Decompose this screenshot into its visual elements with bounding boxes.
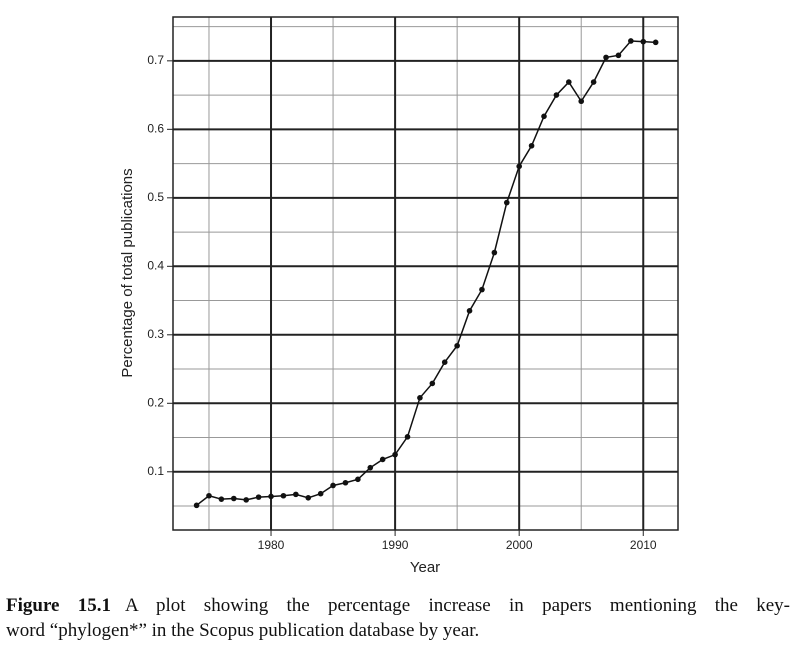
data-point: [640, 38, 647, 45]
y-tick-label: 0.6: [147, 121, 164, 135]
y-tick-label: 0.5: [147, 190, 164, 204]
data-point: [491, 249, 498, 256]
data-line: [196, 40, 656, 506]
data-point: [305, 495, 312, 501]
data-point: [503, 199, 510, 206]
x-tick-label: 1980: [258, 538, 285, 552]
x-axis-label: Year: [410, 559, 440, 576]
data-point: [355, 476, 361, 483]
y-tick-label: 0.7: [147, 53, 164, 67]
data-point: [243, 497, 250, 503]
data-point: [392, 451, 398, 458]
caption: Figure 15.1 A plot showing the percentage…: [6, 593, 790, 643]
data-point: [603, 54, 609, 61]
chart: Year Percentage of total publications 19…: [119, 16, 679, 576]
data-point: [293, 491, 299, 498]
data-point: [541, 113, 547, 120]
data-point: [417, 395, 423, 401]
caption-text: A plot showing the percentage increase i…: [125, 595, 790, 616]
data-point: [628, 38, 634, 44]
data-point: [379, 456, 386, 463]
caption-line: Figure 15.1 A plot showing the percentage…: [6, 593, 790, 618]
data-point: [218, 496, 225, 502]
data-point: [429, 380, 436, 387]
data-point: [230, 495, 237, 502]
data-point: [367, 464, 374, 471]
data-point: [206, 492, 212, 499]
data-point: [454, 342, 460, 349]
plot-frame: [172, 16, 679, 531]
x-tick-label: 2010: [630, 538, 657, 552]
data-point: [317, 490, 324, 497]
caption-text: word “phylogen*” in the Scopus publicati…: [6, 620, 480, 641]
y-tick-label: 0.3: [147, 327, 164, 341]
data-point: [255, 494, 262, 500]
y-tick-label: 0.1: [147, 464, 164, 478]
data-point: [652, 39, 659, 46]
data-point: [466, 308, 473, 314]
x-tick-label: 2000: [506, 538, 533, 552]
x-tick-label: 1990: [382, 538, 409, 552]
data-point: [404, 434, 411, 440]
y-tick-label: 0.2: [147, 395, 164, 409]
data-point: [268, 493, 274, 500]
data-point: [330, 482, 336, 489]
data-point: [590, 79, 597, 85]
data-point: [528, 142, 535, 149]
caption-label: Figure 15.1: [6, 595, 112, 616]
data-point: [566, 79, 572, 85]
data-point: [578, 98, 585, 105]
data-point: [441, 359, 448, 365]
data-point: [516, 163, 522, 170]
data-point: [479, 286, 485, 293]
data-point: [280, 492, 287, 499]
data-point: [193, 502, 200, 509]
data-point: [615, 52, 622, 59]
y-tick-label: 0.4: [147, 258, 164, 272]
y-axis-label: Percentage of total publications: [119, 168, 136, 377]
data-point: [553, 92, 560, 98]
data-point: [342, 479, 349, 486]
